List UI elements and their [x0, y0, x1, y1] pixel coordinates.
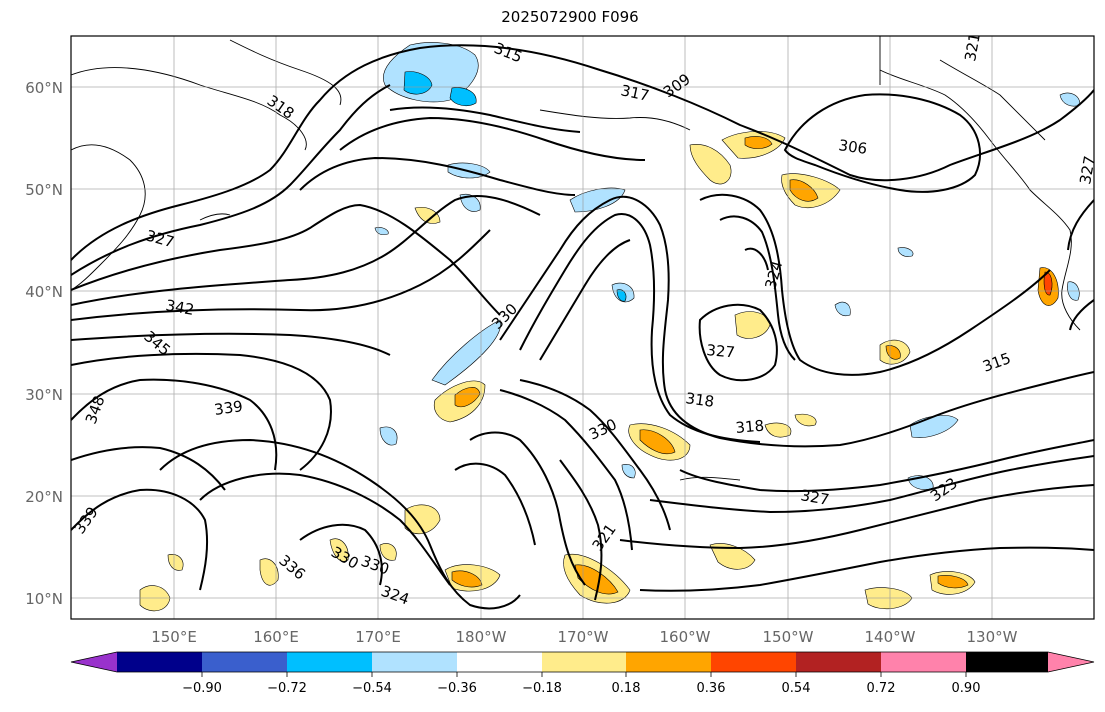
colorbar-segment: [542, 652, 626, 672]
contour-label: 327: [799, 486, 830, 509]
lon-label: 150°E: [151, 628, 197, 646]
colorbar-tick-label: 0.36: [697, 681, 726, 696]
plot-border: [70, 35, 1095, 620]
colorbar-tick-label: 0.18: [612, 681, 641, 696]
lat-label: 40°N: [25, 283, 63, 301]
plot-area: [71, 36, 1094, 619]
lon-label: 170°W: [558, 628, 609, 646]
lon-label: 140°W: [865, 628, 916, 646]
lon-label: 170°E: [355, 628, 401, 646]
lat-label: 50°N: [25, 181, 63, 199]
contour-label: 327: [1076, 154, 1099, 185]
gridlines: [71, 36, 1094, 619]
lon-label: 130°W: [967, 628, 1018, 646]
map-title: 2025072900 F096: [501, 8, 639, 26]
contour-label: 306: [837, 136, 868, 158]
lon-label: 160°E: [253, 628, 299, 646]
colorbar-tick-label: 0.54: [782, 681, 811, 696]
colorbar-tick-label: −0.18: [522, 681, 562, 696]
contour-label: 318: [684, 389, 715, 411]
contour-label: 318: [735, 417, 765, 437]
contour-lines: [71, 44, 1094, 610]
coastlines: [71, 36, 1081, 481]
colorbar-tick-label: −0.54: [352, 681, 392, 696]
colorbar-segment: [966, 652, 1048, 672]
lat-label: 30°N: [25, 386, 63, 404]
colorbar-segment: [626, 652, 711, 672]
colorbar-outline: [70, 651, 1095, 673]
contour-label: 321: [961, 31, 984, 62]
lat-label: 10°N: [25, 590, 63, 608]
colorbar-tick-label: 0.90: [952, 681, 981, 696]
colorbar-segment: [881, 652, 966, 672]
colorbar-segment: [372, 652, 457, 672]
colorbar-tick-label: 0.72: [867, 681, 896, 696]
lon-label: 160°W: [660, 628, 711, 646]
lon-label: 150°W: [763, 628, 814, 646]
lat-label: 20°N: [25, 488, 63, 506]
colorbar-min-arrow: [71, 652, 117, 672]
colorbar-tick-label: −0.36: [437, 681, 477, 696]
colorbar: −0.90 −0.72 −0.54 −0.36 −0.18 0.18 0.36 …: [70, 651, 1095, 696]
lon-label: 180°W: [456, 628, 507, 646]
colorbar-segment: [202, 652, 287, 672]
contour-label: 342: [164, 296, 195, 319]
colorbar-segment: [117, 652, 202, 672]
colorbar-segment: [457, 652, 542, 672]
colorbar-tick-label: −0.90: [182, 681, 222, 696]
latitude-labels: 60°N 50°N 40°N 30°N 20°N 10°N: [25, 79, 63, 608]
colorbar-max-arrow: [1048, 652, 1094, 672]
colorbar-segment: [287, 652, 372, 672]
contour-label: 327: [706, 341, 736, 361]
colorbar-tick-labels: −0.90 −0.72 −0.54 −0.36 −0.18 0.18 0.36 …: [182, 681, 980, 696]
longitude-labels: 150°E 160°E 170°E 180°W 170°W 160°W 150°…: [151, 628, 1017, 646]
contour-label: 339: [213, 397, 244, 419]
colorbar-tick-label: −0.72: [267, 681, 307, 696]
colorbar-ticks: [201, 672, 967, 677]
colorbar-segment: [796, 652, 881, 672]
lat-label: 60°N: [25, 79, 63, 97]
colorbar-segment: [711, 652, 796, 672]
contour-label: 317: [619, 81, 651, 105]
